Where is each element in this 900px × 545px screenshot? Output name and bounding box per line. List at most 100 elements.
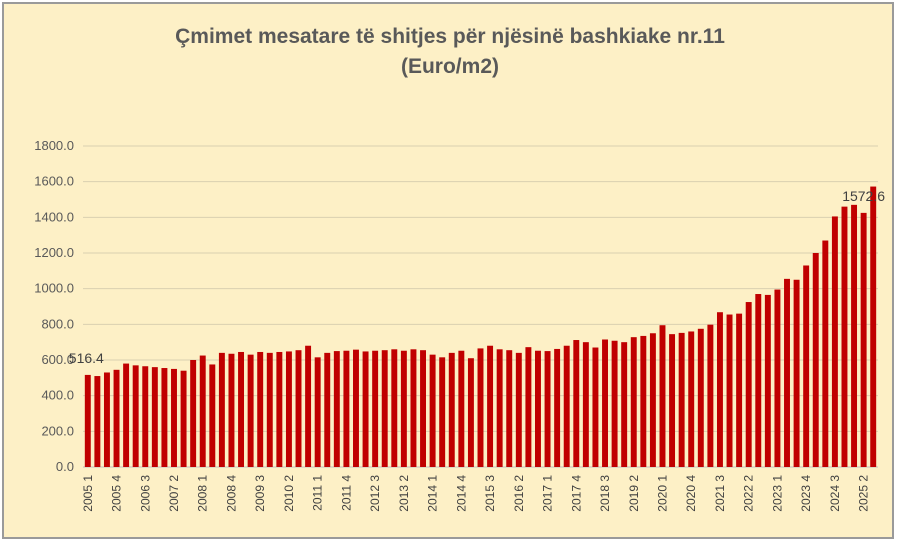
- bar: [113, 369, 120, 467]
- x-tick-label: 2018 3: [598, 475, 612, 512]
- bar: [381, 350, 388, 467]
- bar: [544, 351, 551, 467]
- y-tick-label: 0.0: [56, 459, 74, 474]
- bar: [228, 353, 235, 467]
- bar: [362, 351, 369, 467]
- bar: [238, 351, 245, 467]
- bar: [285, 351, 292, 467]
- bar: [266, 352, 273, 467]
- bar: [764, 294, 771, 467]
- bar: [458, 350, 465, 467]
- x-tick-label: 2024 3: [828, 475, 842, 512]
- bar: [410, 349, 417, 467]
- bar: [209, 364, 216, 467]
- x-tick-label: 2008 4: [224, 475, 238, 512]
- bar: [477, 348, 484, 467]
- bar: [180, 370, 187, 467]
- chart-frame: Çmimet mesatare të shitjes për njësinë b…: [2, 2, 894, 539]
- bar: [439, 357, 446, 467]
- bar: [429, 354, 436, 467]
- bar: [573, 340, 580, 467]
- bar: [812, 253, 819, 467]
- chart-title-line1: Çmimet mesatare të shitjes për njësinë b…: [175, 25, 725, 48]
- x-tick-label: 2020 1: [655, 475, 669, 512]
- y-tick-label: 800.0: [41, 316, 74, 331]
- x-tick-label: 2005 4: [110, 475, 124, 512]
- x-tick-label: 2015 3: [483, 475, 497, 512]
- bar: [324, 352, 331, 467]
- bar: [151, 367, 158, 467]
- x-tick-label: 2012 3: [368, 475, 382, 512]
- bar: [391, 349, 398, 467]
- x-tick-label: 2005 1: [81, 475, 95, 512]
- bar: [669, 334, 676, 467]
- bar: [630, 337, 637, 467]
- bar: [554, 348, 561, 467]
- bar: [199, 355, 206, 467]
- bar: [563, 345, 570, 467]
- bar: [707, 324, 714, 467]
- x-tick-label: 2020 4: [684, 475, 698, 512]
- bar: [142, 366, 149, 467]
- bar: [621, 342, 628, 467]
- x-tick-label: 2017 4: [569, 475, 583, 512]
- bar: [506, 350, 513, 467]
- bar: [353, 349, 359, 467]
- bar: [132, 365, 139, 467]
- x-tick-label: 2009 3: [253, 475, 267, 512]
- bar: [870, 186, 877, 468]
- bar: [688, 331, 695, 467]
- x-tick-label: 2011 1: [311, 475, 325, 511]
- bar: [487, 345, 494, 467]
- bar: [448, 352, 455, 467]
- bar: [171, 368, 177, 467]
- bar: [496, 349, 503, 467]
- y-tick-label: 1600.0: [34, 174, 74, 189]
- y-tick-label: 1800.0: [34, 138, 74, 153]
- bar: [103, 372, 110, 467]
- data-label: 516.4: [69, 350, 104, 366]
- bar: [592, 347, 599, 467]
- y-tick-label: 400.0: [41, 388, 74, 403]
- chart-title: Çmimet mesatare të shitjes për njësinë b…: [4, 22, 896, 82]
- bar: [525, 347, 532, 467]
- bar: [84, 374, 91, 467]
- bar: [611, 340, 618, 467]
- x-tick-label: 2016 2: [512, 475, 526, 512]
- bar: [400, 350, 407, 467]
- bar: [257, 351, 264, 467]
- bar: [161, 368, 168, 467]
- bar-chart: 0.0 200.0 400.0 600.0 800.0 1000.0 1200.0 1400.…: [34, 138, 885, 512]
- bar: [372, 350, 379, 467]
- bar: [123, 363, 130, 467]
- x-tick-label: 2023 4: [799, 475, 813, 512]
- y-tick-label: 1400.0: [34, 209, 74, 224]
- bar: [774, 289, 781, 467]
- x-tick-label: 2014 1: [426, 475, 440, 512]
- bar: [649, 333, 656, 467]
- y-tick-label: 1000.0: [34, 281, 74, 296]
- bar: [602, 339, 608, 467]
- x-tick-label: 2007 2: [167, 475, 181, 512]
- x-tick-label: 2006 3: [138, 475, 152, 512]
- bar: [343, 350, 350, 467]
- bar: [247, 354, 254, 467]
- bar: [640, 335, 647, 467]
- bar: [716, 312, 723, 467]
- bar: [831, 216, 838, 467]
- x-tick-label: 2017 1: [541, 475, 555, 512]
- x-tick-label: 2022 2: [742, 475, 756, 512]
- x-tick-label: 2021 3: [713, 475, 727, 512]
- bar: [697, 328, 704, 467]
- x-tick-label: 2011 4: [339, 475, 353, 511]
- bar: [860, 212, 867, 467]
- y-tick-label: 1200.0: [34, 245, 74, 260]
- chart-subtitle: (Euro/m2): [400, 55, 499, 78]
- bar: [678, 332, 685, 467]
- x-tick-label: 2010 2: [282, 475, 296, 512]
- bar: [803, 265, 810, 467]
- bar: [467, 358, 474, 467]
- bar: [822, 240, 829, 467]
- bar: [851, 204, 858, 467]
- bar: [190, 360, 197, 467]
